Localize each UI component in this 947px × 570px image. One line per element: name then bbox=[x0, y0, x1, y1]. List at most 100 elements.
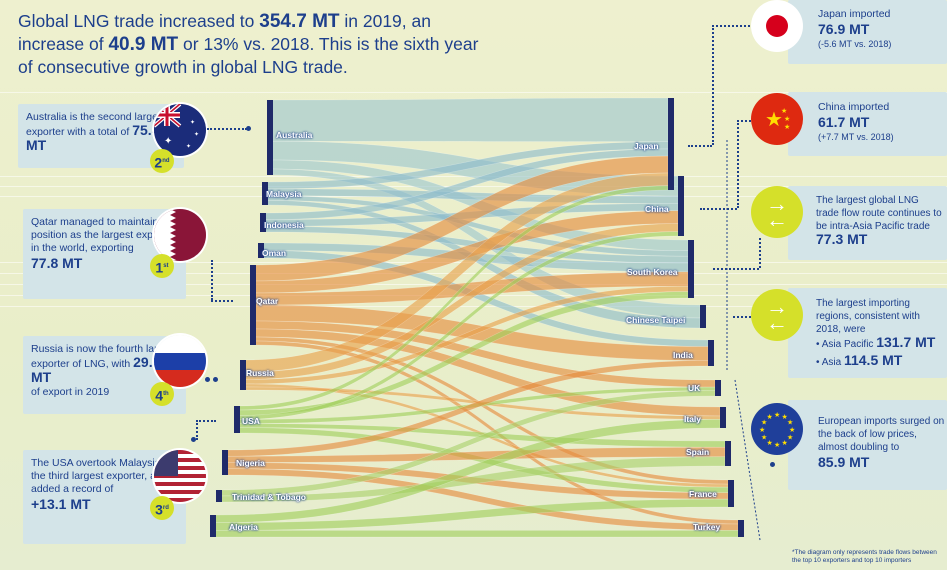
exchange-arrows-icon: → ← bbox=[751, 186, 803, 238]
rank-australia-suffix: nd bbox=[162, 158, 170, 164]
importer-label-india: India bbox=[673, 350, 693, 360]
callout-regions: The largest importing regions, consisten… bbox=[788, 288, 947, 378]
guide-line-europe bbox=[734, 379, 761, 541]
connector-china-end bbox=[700, 208, 737, 210]
exporter-label-usa: USA bbox=[242, 416, 260, 426]
callout-qatar-value: 77.8 MT bbox=[31, 255, 83, 271]
rank-badge-qatar: 1st bbox=[150, 254, 174, 278]
importer-bar-4 bbox=[708, 340, 714, 366]
connector-qatar-h bbox=[211, 300, 233, 302]
exporter-bar-4 bbox=[250, 265, 256, 345]
svg-text:★: ★ bbox=[765, 109, 783, 131]
exporter-label-qatar: Qatar bbox=[256, 296, 279, 306]
connector-dot-russia-2 bbox=[213, 377, 218, 382]
callout-china: China imported 61.7 MT (+7.7 MT vs. 2018… bbox=[788, 92, 947, 156]
callout-russia-value: 29.3 MT bbox=[31, 354, 161, 385]
callout-japan-title: Japan imported bbox=[818, 8, 891, 20]
connector-route-v bbox=[759, 238, 761, 268]
eu-flag-icon: ★ ★ ★ ★ ★ ★ ★ ★ ★ ★ ★ ★ bbox=[751, 403, 803, 455]
connector-china-h bbox=[737, 120, 751, 122]
exporter-bar-8 bbox=[216, 490, 222, 502]
connector-route bbox=[713, 268, 759, 270]
eu-star-10: ★ bbox=[782, 413, 788, 421]
rank-australia-number: 2 bbox=[154, 154, 163, 171]
callout-usa-text: The USA overtook Malaysia as the third l… bbox=[31, 457, 175, 495]
exporter-bar-1 bbox=[262, 182, 268, 205]
eu-star-3: ★ bbox=[774, 441, 780, 449]
callout-europe: European imports surged on the back of l… bbox=[788, 400, 947, 490]
exporter-label-algeria: Algeria bbox=[229, 522, 258, 532]
rank-russia-number: 4 bbox=[155, 387, 164, 404]
qatar-flag-icon bbox=[154, 209, 206, 261]
svg-text:✦: ✦ bbox=[186, 143, 191, 150]
callout-regions-b1-value: 131.7 MT bbox=[876, 334, 936, 350]
callout-europe-value: 85.9 MT bbox=[818, 454, 870, 470]
callout-japan: Japan imported 76.9 MT (-5.6 MT vs. 2018… bbox=[788, 0, 947, 64]
importer-label-south-korea: South Korea bbox=[627, 267, 678, 277]
flow-link-0 bbox=[271, 97, 669, 142]
callout-australia-text: Australia is the second largest exporter… bbox=[26, 111, 167, 138]
connector-dot-australia bbox=[246, 126, 251, 131]
sankey-flows bbox=[214, 97, 739, 538]
exporter-label-nigeria: Nigeria bbox=[236, 458, 265, 468]
svg-text:★: ★ bbox=[784, 115, 790, 123]
eu-star-5: ★ bbox=[761, 434, 767, 442]
svg-text:★: ★ bbox=[784, 123, 790, 131]
exporter-bar-7 bbox=[222, 450, 228, 475]
importer-label-spain: Spain bbox=[686, 447, 710, 457]
callout-japan-value: 76.9 MT bbox=[818, 21, 870, 37]
connector-japan-end bbox=[688, 145, 712, 147]
rank-usa-number: 3 bbox=[155, 501, 163, 518]
headline-value-1: 354.7 MT bbox=[259, 11, 340, 32]
eu-star-1: ★ bbox=[787, 434, 793, 442]
importer-label-uk: UK bbox=[688, 383, 701, 393]
rank-badge-usa: 3rd bbox=[150, 496, 174, 520]
callout-russia-text2: of export in 2019 bbox=[31, 386, 110, 398]
connector-china-v bbox=[737, 120, 739, 208]
svg-text:✦: ✦ bbox=[190, 119, 195, 126]
exporter-label-indonesia: Indonesia bbox=[264, 220, 304, 230]
connector-dot-usa bbox=[191, 437, 196, 442]
importer-bar-2 bbox=[688, 240, 694, 298]
eu-star-8: ★ bbox=[767, 413, 773, 421]
australia-flag-icon: ✦ ✦ ✦ ✦ bbox=[154, 104, 206, 156]
rank-russia-suffix: th bbox=[163, 391, 169, 397]
importer-bar-8 bbox=[728, 480, 734, 507]
rank-badge-russia: 4th bbox=[150, 382, 174, 406]
headline-part-3: or 13% vs. 2018. This is the sixth year … bbox=[18, 34, 479, 77]
headline: Global LNG trade increased to 354.7 MT i… bbox=[18, 10, 488, 79]
importer-label-japan: Japan bbox=[634, 141, 659, 151]
importer-label-italy: Italy bbox=[684, 414, 702, 424]
callout-china-sub: (+7.7 MT vs. 2018) bbox=[818, 132, 894, 142]
importer-bar-1 bbox=[678, 176, 684, 236]
connector-japan-v bbox=[712, 25, 714, 145]
callout-europe-text: European imports surged on the back of l… bbox=[818, 416, 945, 453]
importer-bar-3 bbox=[700, 305, 706, 328]
importer-bar-9 bbox=[738, 520, 744, 537]
svg-text:✦: ✦ bbox=[194, 131, 199, 138]
eu-star-7: ★ bbox=[761, 419, 767, 427]
callout-route-value: 77.3 MT bbox=[816, 231, 868, 247]
importer-bar-5 bbox=[715, 380, 721, 396]
eu-star-0: ★ bbox=[789, 426, 795, 434]
connector-dot-russia-1 bbox=[205, 377, 210, 382]
eu-star-2: ★ bbox=[782, 439, 788, 447]
exporter-bar-0 bbox=[267, 100, 273, 175]
callout-australia-value: 75.4 MT bbox=[26, 122, 160, 153]
importer-bar-0 bbox=[668, 98, 674, 190]
exporter-bar-5 bbox=[240, 360, 246, 390]
headline-part-1: Global LNG trade increased to bbox=[18, 11, 260, 31]
flow-link-40 bbox=[214, 530, 739, 538]
connector-japan-h bbox=[712, 25, 750, 27]
connector-qatar-v bbox=[211, 260, 213, 300]
connector-australia bbox=[207, 128, 247, 130]
callout-regions-b2-value: 114.5 MT bbox=[843, 352, 903, 368]
svg-text:★: ★ bbox=[781, 107, 787, 115]
sankey-node-bars bbox=[210, 98, 744, 537]
exporter-bar-9 bbox=[210, 515, 216, 537]
callout-usa-value: +13.1 MT bbox=[31, 496, 91, 512]
eu-star-6: ★ bbox=[759, 426, 765, 434]
importer-label-france: France bbox=[689, 489, 717, 499]
russia-flag-icon bbox=[154, 335, 206, 387]
